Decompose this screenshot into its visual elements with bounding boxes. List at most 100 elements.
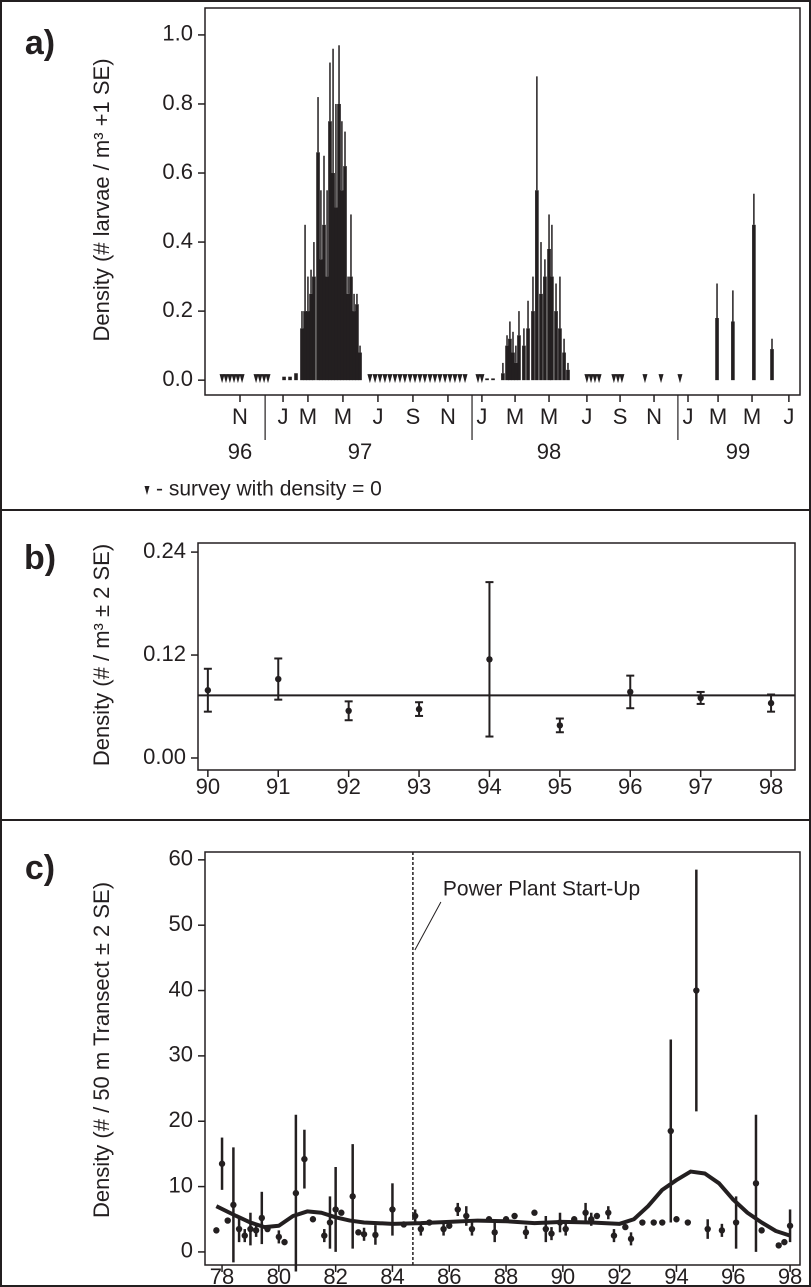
zero-survey-marker [588, 374, 594, 384]
point [235, 1225, 243, 1233]
bar [312, 276, 316, 381]
x-tick-label: 80 [267, 1264, 291, 1287]
zero-survey-marker [235, 374, 241, 384]
point [463, 1212, 470, 1220]
point [264, 1225, 271, 1233]
zero-survey-marker [382, 374, 388, 384]
bar [322, 224, 326, 381]
point [659, 1219, 666, 1226]
bar [550, 276, 554, 381]
point [213, 1227, 220, 1234]
annotation: Power Plant Start-Up [443, 878, 640, 901]
x-tick-label: M [334, 404, 352, 429]
bar [288, 376, 292, 381]
point [355, 1229, 362, 1236]
bar [346, 293, 350, 381]
y-axis-label: Density (# larvae / m³ +1 SE) [89, 58, 114, 341]
point [732, 1219, 740, 1226]
zero-survey-marker [257, 374, 263, 384]
point [704, 1225, 711, 1233]
point [258, 1214, 266, 1222]
y-tick-label: 10 [169, 1172, 193, 1197]
bar [340, 190, 344, 381]
bar [558, 328, 562, 381]
x-tick-label: 82 [323, 1264, 347, 1287]
x-tick-label: 98 [759, 774, 783, 799]
zero-survey-marker [442, 374, 448, 384]
zero-survey-marker [422, 374, 428, 384]
x-tick-label: 92 [336, 774, 360, 799]
point [360, 1231, 368, 1238]
panel-label: b) [24, 539, 56, 577]
zero-survey-marker [677, 374, 683, 384]
zero-survey-marker [372, 374, 378, 384]
point [281, 1238, 288, 1246]
x-tick-label: J [783, 404, 794, 429]
zero-survey-marker [479, 374, 485, 384]
bar [715, 318, 719, 381]
plot-frame [204, 851, 801, 1266]
point [786, 1222, 794, 1229]
point [491, 1229, 498, 1236]
point [415, 705, 423, 713]
zero-survey-marker [592, 374, 598, 384]
zero-survey-marker [427, 374, 433, 384]
point [610, 1232, 618, 1239]
point [230, 1201, 237, 1209]
point [718, 1227, 726, 1234]
bar [309, 293, 313, 381]
point [292, 1189, 300, 1197]
x-tick-label: 84 [380, 1264, 404, 1287]
point [639, 1219, 646, 1226]
y-tick-label: 0.4 [162, 228, 193, 253]
zero-survey-marker [402, 374, 408, 384]
point [332, 1206, 339, 1213]
bar [343, 166, 347, 381]
y-tick-label: 30 [169, 1042, 193, 1067]
x-tick-label: N [646, 404, 662, 429]
point [252, 1227, 260, 1234]
x-tick-label: M [540, 404, 558, 429]
point [241, 1232, 248, 1239]
zero-survey-marker [447, 374, 453, 384]
bar [328, 121, 332, 381]
panel-label: c) [25, 849, 55, 887]
zero-survey-marker [615, 374, 621, 384]
x-tick-label: 94 [477, 774, 501, 799]
bar [554, 311, 558, 381]
smooth-curve [215, 1169, 791, 1238]
bar [543, 276, 547, 381]
point [275, 1233, 283, 1241]
y-tick-label: 0.6 [162, 159, 193, 184]
point [627, 688, 634, 696]
zero-survey-marker [412, 374, 418, 384]
x-tick-label: 90 [196, 774, 220, 799]
point [349, 1193, 356, 1200]
zero-survey-marker [253, 374, 259, 384]
y-tick-label: 0.0 [162, 366, 193, 391]
zero-survey-marker [457, 374, 463, 384]
x-tick-label: N [440, 404, 456, 429]
point [440, 1225, 447, 1233]
bar [547, 248, 551, 381]
x-tick-label: 97 [688, 774, 712, 799]
bar [331, 173, 335, 381]
zero-survey-marker [462, 374, 468, 384]
point [593, 1212, 601, 1220]
x-tick-label: J [683, 404, 694, 429]
zero-survey-marker [261, 374, 267, 384]
x-tick-label: 95 [548, 774, 572, 799]
zero-survey-marker [223, 374, 229, 384]
zero-survey-marker [367, 374, 373, 384]
point [301, 1155, 308, 1163]
bar [566, 369, 570, 381]
bar [325, 276, 329, 381]
zero-survey-marker [239, 374, 245, 384]
x-tick-label: J [278, 404, 289, 429]
x-tick-label: S [613, 404, 628, 429]
bar [770, 349, 774, 381]
y-tick-label: 0.2 [162, 297, 193, 322]
y-axis-label: Density (# / 50 m Transect ± 2 SE) [89, 882, 114, 1218]
